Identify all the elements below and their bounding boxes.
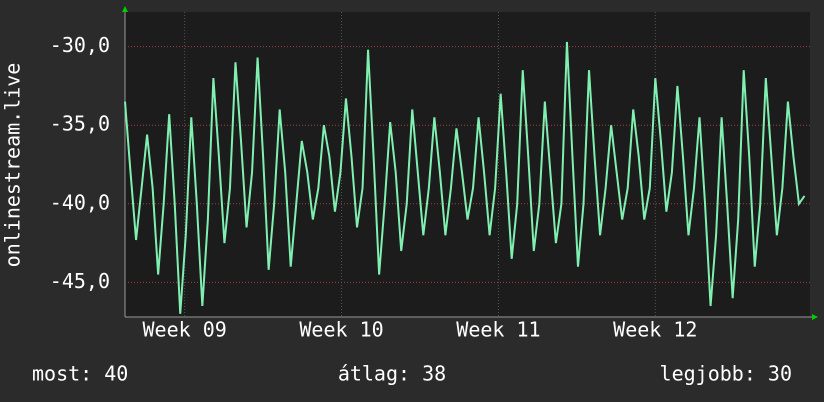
x-tick-label: Week 12 bbox=[613, 318, 697, 342]
x-tick-label: Week 11 bbox=[456, 318, 540, 342]
x-tick-label: Week 09 bbox=[143, 318, 227, 342]
plot-area bbox=[125, 12, 810, 317]
y-tick-label: -35,0 bbox=[50, 112, 110, 136]
y-tick-label: -40,0 bbox=[50, 190, 110, 214]
footer-average: átlag: 38 bbox=[338, 362, 446, 386]
y-tick-label: -45,0 bbox=[50, 269, 110, 293]
y-arrow bbox=[122, 6, 128, 12]
footer-current: most: 40 bbox=[32, 362, 128, 386]
x-arrow bbox=[812, 314, 818, 320]
footer-best: legjobb: 30 bbox=[660, 362, 792, 386]
x-tick-label: Week 10 bbox=[299, 318, 383, 342]
data-line bbox=[124, 41, 806, 314]
y-axis-label: onlinestream.live bbox=[1, 63, 25, 268]
y-tick-label: -30,0 bbox=[50, 33, 110, 57]
